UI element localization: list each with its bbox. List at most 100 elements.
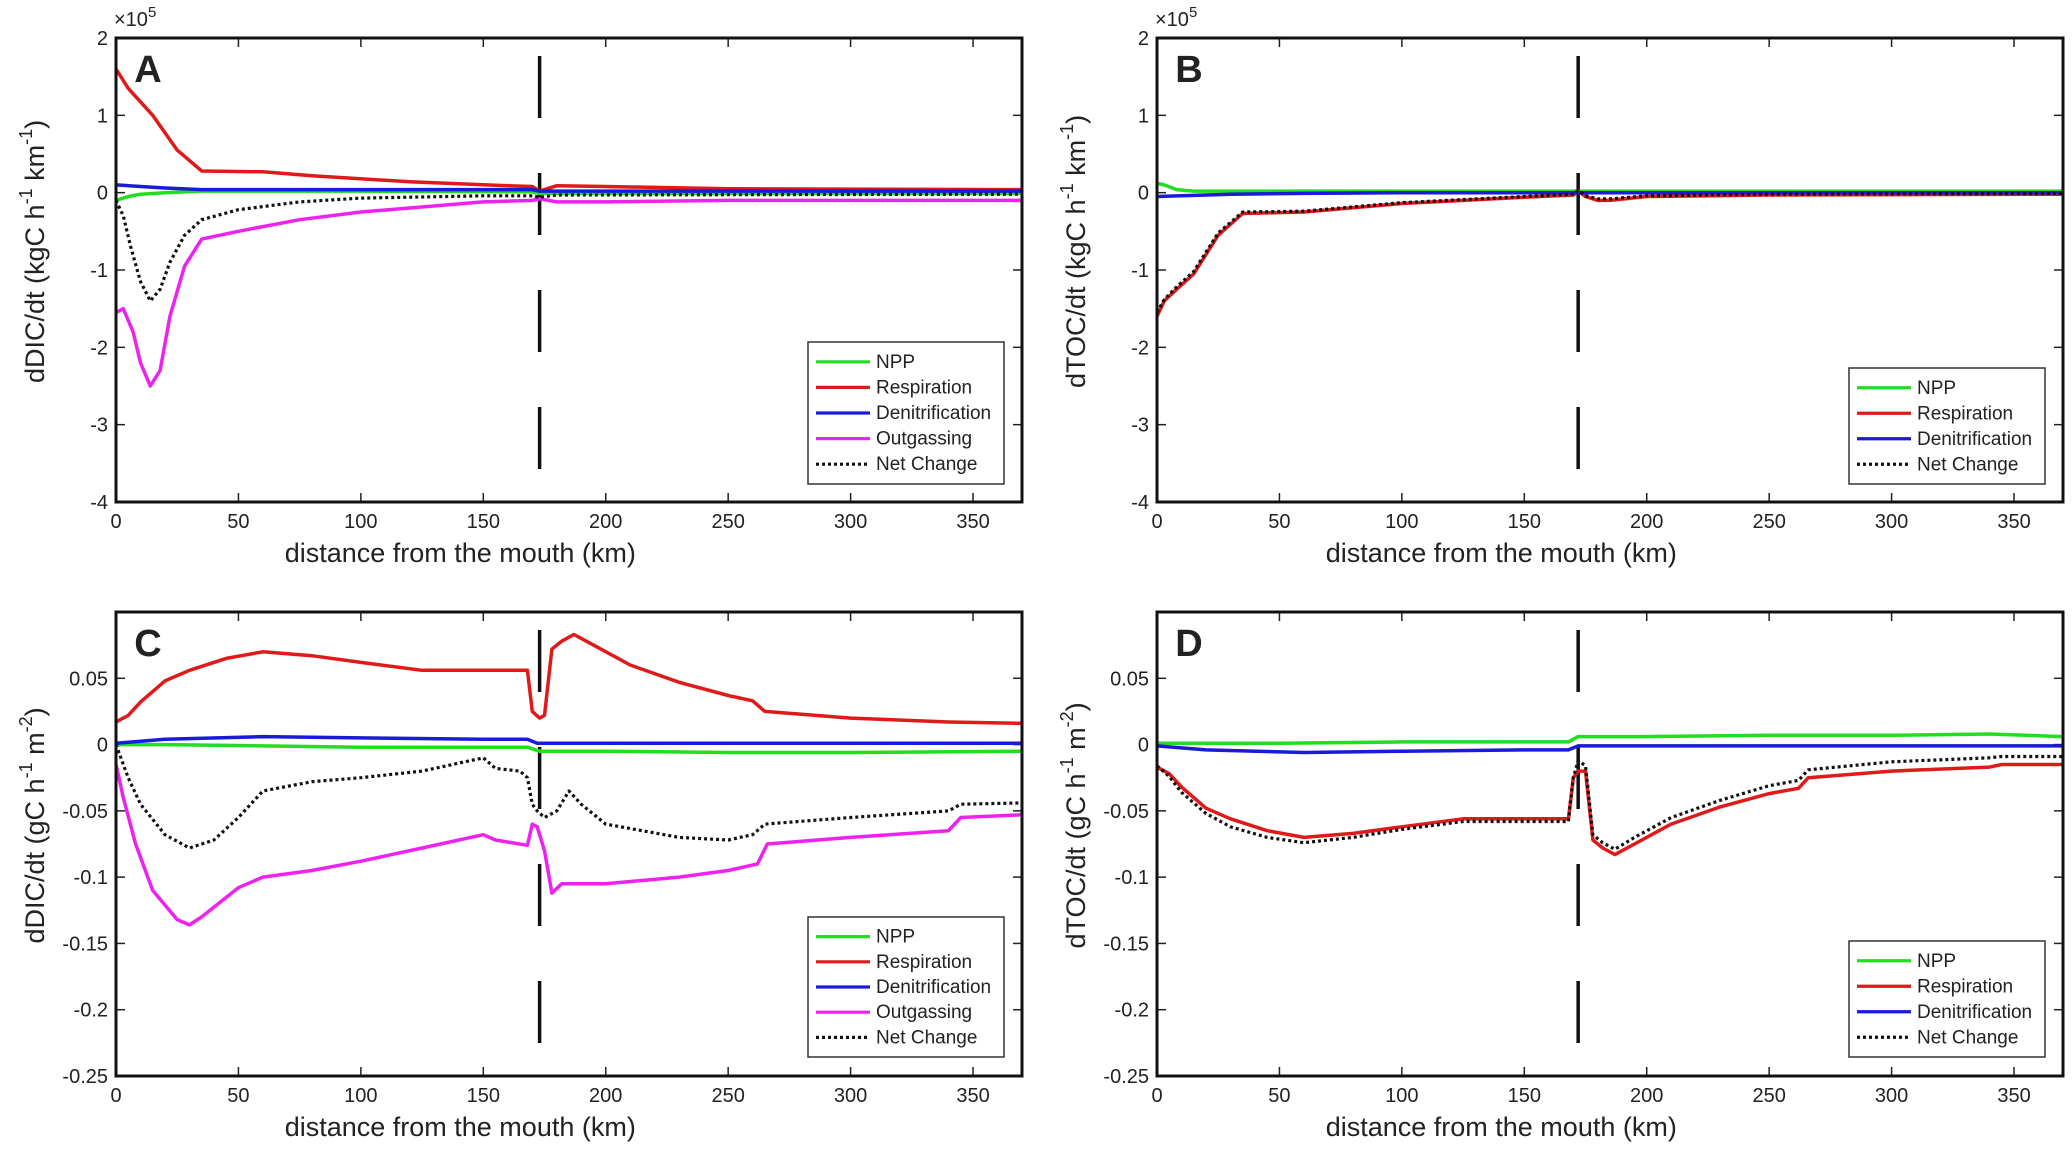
panel-a-ylabel-part: -1 — [16, 129, 36, 145]
panel-b-x-tick-label: 350 — [1997, 511, 2030, 533]
panel-b-x-tick-label: 100 — [1385, 511, 1418, 533]
panel-b-x-tick-label: 250 — [1752, 511, 1785, 533]
panel-b-ylabel-part: -1 — [1057, 124, 1077, 140]
panel-b-legend: NPP Respiration Denitrification Net Change — [1848, 367, 2046, 485]
panel-b-xlabel: distance from the mouth (km) — [1326, 538, 1677, 568]
panel-a-y-tick-label: 1 — [97, 105, 108, 127]
panel-d-ylabel-part: ) — [1061, 702, 1091, 711]
panel-a-ylabel-part: ) — [20, 120, 50, 129]
panel-d-ylabel-part: dTOC/dt (gC h — [1061, 773, 1091, 948]
panel-a-legend-label: NPP — [876, 352, 915, 373]
panel-b-axes-box — [1155, 36, 2065, 504]
panel-c-x-tick-label: 150 — [467, 1085, 500, 1107]
panel-c-ylabel-part: m — [20, 732, 50, 762]
panel-b-exponent: ×105 — [1155, 4, 1197, 31]
panel-b-series-net-change — [1157, 188, 2063, 314]
panel-a-y-tick-label: 0 — [97, 183, 108, 205]
panel-c-ylabel-part: -1 — [16, 762, 36, 778]
panel-b-ylabel-part: dTOC/dt (kgC h — [1061, 199, 1091, 388]
panel-d-axes-box — [1155, 610, 2065, 1078]
panel-d-x-tick-label: 300 — [1875, 1085, 1908, 1107]
panel-c-y-tick-label: -0.1 — [74, 867, 108, 889]
panel-c-legend: NPP Respiration Denitrification Outgassing N… — [807, 916, 1005, 1058]
panel-d-x-tick-label: 100 — [1385, 1085, 1418, 1107]
panel-c-x-tick-label: 250 — [711, 1085, 744, 1107]
panel-d-x-tick-label: 150 — [1508, 1085, 1541, 1107]
panel-a-ylabel-part: km — [20, 145, 50, 189]
panel-c-x-tick-label: 50 — [227, 1085, 249, 1107]
panel-c-y-tick-label: -0.05 — [62, 801, 108, 823]
panel-c-x-tick-label: 350 — [956, 1085, 989, 1107]
panel-b-ylabel-part: -1 — [1057, 183, 1077, 199]
panel-c-y-tick-label: -0.15 — [62, 933, 108, 955]
panel-a-axes-box — [114, 36, 1024, 504]
panel-b-ylabel-part: ) — [1061, 115, 1091, 124]
panel-a-legend-label: Denitrification — [876, 403, 991, 424]
panel-a-ylabel-part: dDIC/dt (kgC h — [20, 204, 50, 383]
panel-b: 0 50 100 150 200 250 300 350 -4 -3 -2 -1 0 1 2 B ×105 dis… — [1057, 4, 2065, 568]
panel-d-legend-label: Net Change — [1917, 1027, 2018, 1048]
panel-c-y-tick-label: 0 — [97, 735, 108, 757]
panel-d-y-tick-label: -0.2 — [1115, 1000, 1149, 1022]
panel-c-y-tick-label: -0.25 — [62, 1066, 108, 1088]
panel-c-legend-label: Outgassing — [876, 1002, 972, 1023]
panel-c-series-respiration — [116, 632, 1022, 726]
panel-a: 0 50 100 150 200 250 300 350 -4 -3 -2 -1 0 1 2 A ×105 dis… — [16, 4, 1024, 568]
panel-d-legend-label: Denitrification — [1917, 1002, 2032, 1023]
panel-d-x-tick-label: 50 — [1268, 1085, 1290, 1107]
panel-a-ylabel: dDIC/dt (kgC h-1 km-1) — [16, 120, 50, 383]
panel-a-x-tick-label: 250 — [711, 511, 744, 533]
panel-c-ylabel-part: dDIC/dt (gC h — [20, 778, 50, 943]
panel-b-y-tick-label: 0 — [1138, 183, 1149, 205]
panel-d-series-denitrification — [1157, 744, 2063, 755]
panel-d-series-respiration — [1157, 762, 2063, 857]
panel-b-legend-label: Net Change — [1917, 454, 2018, 475]
panel-d-series-net-change — [1157, 754, 2063, 851]
panel-a-legend-label: Respiration — [876, 377, 972, 398]
panel-a-x-tick-label: 350 — [956, 511, 989, 533]
panel-d-y-tick-label: 0 — [1138, 735, 1149, 757]
panel-a-legend: NPP Respiration Denitrification Outgassing N… — [807, 341, 1005, 485]
panel-d-legend-label: NPP — [1917, 951, 1956, 972]
panel-c-title: C — [134, 623, 161, 665]
panel-d-y-tick-label: -0.05 — [1103, 801, 1149, 823]
panel-a-ylabel-part: -1 — [16, 188, 36, 204]
panel-c-legend-label: Denitrification — [876, 977, 991, 998]
panel-d-ylabel-part: m — [1061, 727, 1091, 757]
panel-b-series-denitrification — [1157, 190, 2063, 199]
panel-c-xlabel: distance from the mouth (km) — [285, 1112, 636, 1142]
panel-a-x-tick-label: 150 — [467, 511, 500, 533]
panel-c-y-tick-label: 0.05 — [69, 668, 108, 690]
panel-c-legend-label: Net Change — [876, 1027, 977, 1048]
panel-a-y-tick-label: -2 — [90, 337, 108, 359]
panel-d-y-tick-label: -0.15 — [1103, 933, 1149, 955]
panel-d-x-tick-label: 200 — [1630, 1085, 1663, 1107]
panel-a-series-outgassing — [116, 197, 1022, 388]
panel-d-legend: NPP Respiration Denitrification Net Change — [1848, 940, 2046, 1058]
panel-a-x-tick-label: 0 — [110, 511, 121, 533]
panel-b-legend-label: Respiration — [1917, 403, 2013, 424]
panel-b-y-tick-label: -1 — [1131, 260, 1149, 282]
panel-a-legend-label: Outgassing — [876, 429, 972, 450]
panel-b-x-tick-label: 50 — [1268, 511, 1290, 533]
panel-d-y-tick-label: 0.05 — [1110, 668, 1149, 690]
panel-a-x-tick-label: 50 — [227, 511, 249, 533]
panel-d-ylabel: dTOC/dt (gC h-1 m-2) — [1057, 702, 1091, 948]
panel-c-ylabel-part: -2 — [16, 716, 36, 732]
panel-a-title: A — [134, 49, 161, 91]
panel-a-x-tick-label: 200 — [589, 511, 622, 533]
panel-b-x-tick-label: 0 — [1151, 511, 1162, 533]
panel-d-legend-label: Respiration — [1917, 976, 2013, 997]
panel-c-series-net-change — [116, 744, 1022, 850]
panel-c-legend-label: NPP — [876, 927, 915, 948]
panel-c-y-tick-label: -0.2 — [74, 1000, 108, 1022]
panel-b-x-tick-label: 150 — [1508, 511, 1541, 533]
panel-b-x-tick-label: 300 — [1875, 511, 1908, 533]
panel-b-x-tick-label: 200 — [1630, 511, 1663, 533]
panel-a-series-net-change — [116, 192, 1022, 303]
panel-c-ylabel: dDIC/dt (gC h-1 m-2) — [16, 707, 50, 943]
panel-a-y-tick-label: -1 — [90, 260, 108, 282]
panel-d-y-tick-label: -0.25 — [1103, 1066, 1149, 1088]
panel-a-y-tick-label: 2 — [97, 28, 108, 50]
